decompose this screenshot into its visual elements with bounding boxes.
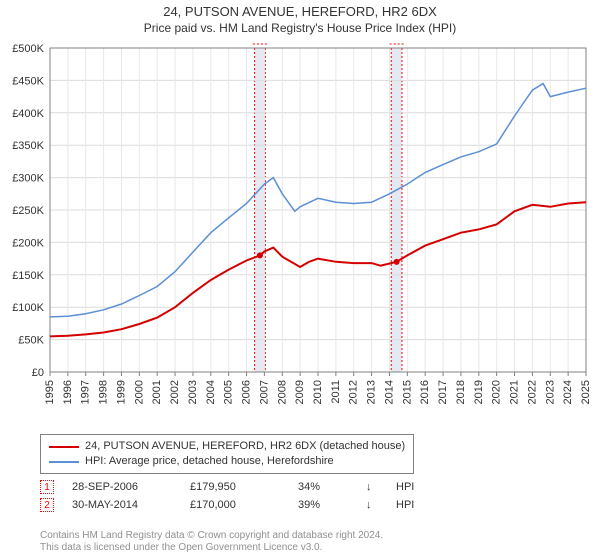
y-tick-label: £0 [32, 367, 44, 379]
y-tick-label: £200K [12, 237, 44, 249]
legend-swatch [49, 446, 79, 448]
x-tick-label: 2008 [276, 380, 288, 404]
x-tick-label: 2001 [151, 380, 163, 404]
sale-vs-label: HPI [396, 499, 426, 511]
sale-date: 30-MAY-2014 [72, 499, 172, 511]
x-tick-label: 2018 [455, 380, 467, 404]
attribution-footer: Contains HM Land Registry data © Crown c… [40, 530, 383, 554]
x-tick-label: 2006 [241, 380, 253, 404]
x-tick-label: 1996 [62, 380, 74, 404]
x-tick-label: 2014 [383, 380, 395, 404]
x-tick-label: 2013 [366, 380, 378, 404]
x-tick-label: 2025 [580, 380, 592, 404]
sale-marker-dot [257, 252, 263, 258]
x-tick-label: 2004 [205, 380, 217, 404]
x-tick-label: 2021 [509, 380, 521, 404]
footer-line-1: Contains HM Land Registry data © Crown c… [40, 530, 383, 542]
x-tick-label: 2024 [562, 380, 574, 404]
sale-price: £179,950 [190, 481, 280, 493]
sale-date: 28-SEP-2006 [72, 481, 172, 493]
legend-label: HPI: Average price, detached house, Here… [85, 454, 334, 469]
legend: 24, PUTSON AVENUE, HEREFORD, HR2 6DX (de… [40, 434, 414, 474]
x-tick-label: 1998 [98, 380, 110, 404]
sale-vs-label: HPI [396, 481, 426, 493]
chart-area: 1 2 £0 £50K £100K £150K £200K £250K £300K £350K £4… [0, 42, 600, 430]
sale-marker-label: 1 [257, 42, 263, 44]
legend-item: 24, PUTSON AVENUE, HEREFORD, HR2 6DX (de… [49, 439, 405, 454]
y-tick-label: £500K [12, 43, 44, 55]
sale-row: 2 30-MAY-2014 £170,000 39% ↓ HPI [40, 496, 426, 514]
sale-row: 1 28-SEP-2006 £179,950 34% ↓ HPI [40, 478, 426, 496]
y-tick-label: £50K [18, 335, 44, 347]
down-arrow-icon: ↓ [366, 481, 378, 493]
legend-item: HPI: Average price, detached house, Here… [49, 454, 405, 469]
sale-pct: 34% [298, 481, 348, 493]
x-tick-label: 2009 [294, 380, 306, 404]
sale-marker-dot [394, 259, 400, 265]
x-tick-label: 2015 [401, 380, 413, 404]
x-tick-label: 2016 [419, 380, 431, 404]
x-tick-label: 2012 [348, 380, 360, 404]
x-tick-label: 2017 [437, 380, 449, 404]
x-tick-label: 2019 [473, 380, 485, 404]
y-tick-label: £350K [12, 140, 44, 152]
legend-swatch [49, 461, 79, 463]
y-tick-label: £100K [12, 302, 44, 314]
y-tick-label: £250K [12, 205, 44, 217]
x-tick-label: 2010 [312, 380, 324, 404]
footer-line-2: This data is licensed under the Open Gov… [40, 542, 383, 554]
y-tick-label: £450K [12, 75, 44, 87]
x-tick-label: 2023 [544, 380, 556, 404]
x-tick-label: 2002 [169, 380, 181, 404]
sale-marker-ref: 1 [40, 480, 54, 494]
sale-price: £170,000 [190, 499, 280, 511]
x-tick-label: 2003 [187, 380, 199, 404]
y-tick-label: £150K [12, 270, 44, 282]
x-tick-label: 2020 [491, 380, 503, 404]
x-tick-label: 2007 [258, 380, 270, 404]
sale-marker-label: 2 [394, 42, 400, 44]
x-tick-label: 1997 [80, 380, 92, 404]
x-tick-label: 1995 [44, 380, 56, 404]
x-tick-label: 2005 [223, 380, 235, 404]
x-tick-label: 2022 [526, 380, 538, 404]
sale-pct: 39% [298, 499, 348, 511]
x-tick-label: 2000 [133, 380, 145, 404]
sale-records: 1 28-SEP-2006 £179,950 34% ↓ HPI 2 30-MAY-2014 £… [40, 478, 426, 514]
page-subtitle: Price paid vs. HM Land Registry's House … [0, 21, 600, 35]
x-tick-label: 2011 [330, 380, 342, 404]
y-tick-label: £300K [12, 173, 44, 185]
x-tick-label: 1999 [115, 380, 127, 404]
legend-label: 24, PUTSON AVENUE, HEREFORD, HR2 6DX (de… [85, 439, 405, 454]
y-tick-label: £400K [12, 108, 44, 120]
page-title: 24, PUTSON AVENUE, HEREFORD, HR2 6DX [0, 4, 600, 19]
sale-marker-ref: 2 [40, 498, 54, 512]
price-chart: 1 2 £0 £50K £100K £150K £200K £250K £300K £350K £4… [0, 42, 600, 430]
down-arrow-icon: ↓ [366, 499, 378, 511]
